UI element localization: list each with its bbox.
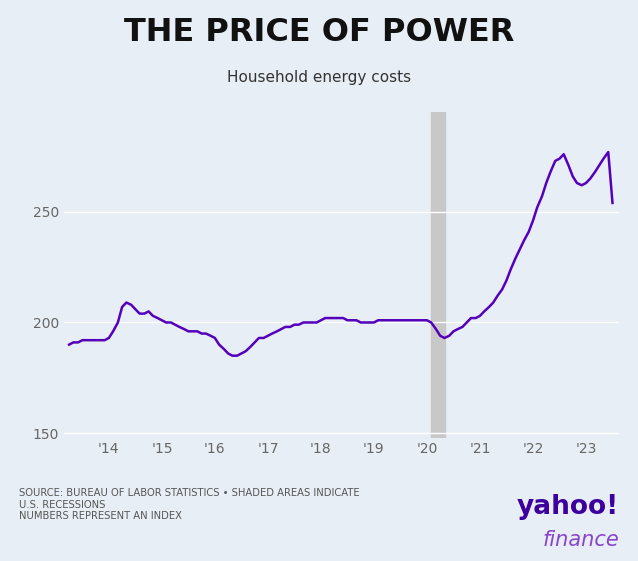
Text: THE PRICE OF POWER: THE PRICE OF POWER	[124, 17, 514, 48]
Text: finance: finance	[542, 530, 619, 550]
Text: Household energy costs: Household energy costs	[227, 70, 411, 85]
Text: yahoo!: yahoo!	[517, 494, 619, 519]
Text: SOURCE: BUREAU OF LABOR STATISTICS • SHADED AREAS INDICATE
U.S. RECESSIONS
NUMBE: SOURCE: BUREAU OF LABOR STATISTICS • SHA…	[19, 488, 360, 521]
Bar	[431, 112, 445, 438]
